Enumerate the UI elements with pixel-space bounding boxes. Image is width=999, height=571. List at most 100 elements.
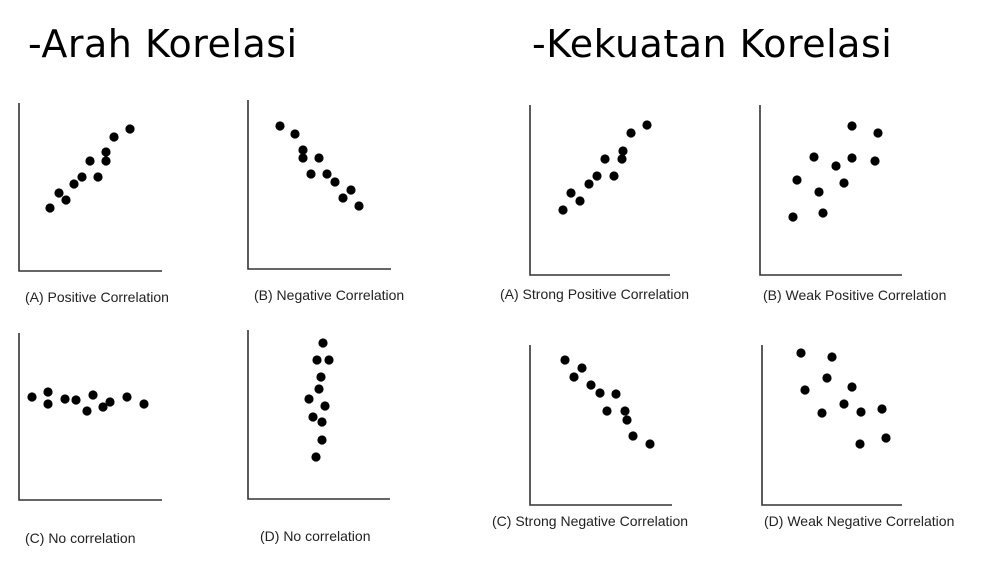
data-point xyxy=(290,129,300,139)
data-point xyxy=(54,188,64,198)
data-point xyxy=(45,203,55,213)
data-point xyxy=(817,408,827,418)
data-point xyxy=(855,439,865,449)
data-point xyxy=(93,172,103,182)
scatter-panel-2 xyxy=(247,100,391,270)
data-point xyxy=(839,178,849,188)
data-point xyxy=(312,355,322,365)
data-point xyxy=(847,121,857,131)
data-point xyxy=(88,390,98,400)
data-point xyxy=(82,406,92,416)
caption-positive: (A) Positive Correlation xyxy=(25,289,169,305)
scatter-panel-7 xyxy=(529,345,672,506)
data-point xyxy=(877,404,887,414)
data-point xyxy=(839,399,849,409)
caption-weak-positive: (B) Weak Positive Correlation xyxy=(763,287,947,303)
data-point xyxy=(317,417,327,427)
data-point xyxy=(600,154,610,164)
data-point xyxy=(60,394,70,404)
data-point xyxy=(575,196,585,206)
data-point xyxy=(856,407,866,417)
data-point xyxy=(620,406,630,416)
axes xyxy=(529,345,672,506)
data-point xyxy=(873,128,883,138)
data-point xyxy=(822,373,832,383)
data-point xyxy=(788,212,798,222)
data-point xyxy=(792,175,802,185)
data-point xyxy=(586,380,596,390)
data-point xyxy=(827,352,837,362)
data-point xyxy=(298,145,308,155)
axes xyxy=(247,330,390,500)
data-point xyxy=(338,193,348,203)
data-point xyxy=(796,348,806,358)
data-point xyxy=(109,132,119,142)
scatter-panel-4 xyxy=(247,330,390,500)
data-point xyxy=(43,399,53,409)
scatter-panel-5 xyxy=(529,105,670,276)
data-point xyxy=(609,171,619,181)
data-point xyxy=(870,156,880,166)
data-point xyxy=(101,156,111,166)
data-point xyxy=(320,401,330,411)
data-point xyxy=(122,392,132,402)
axes xyxy=(529,105,670,276)
title-arah-korelasi: -Arah Korelasi xyxy=(28,22,298,66)
caption-strong-negative: (C) Strong Negative Correlation xyxy=(492,513,689,529)
data-point xyxy=(314,384,324,394)
data-point xyxy=(324,355,334,365)
data-point xyxy=(306,169,316,179)
data-point xyxy=(847,382,857,392)
data-point xyxy=(77,172,87,182)
caption-negative: (B) Negative Correlation xyxy=(254,287,405,303)
axes xyxy=(18,333,162,501)
scatter-panel-6 xyxy=(759,105,902,276)
data-point xyxy=(98,402,108,412)
axes xyxy=(18,103,162,272)
data-point xyxy=(569,372,579,382)
data-point xyxy=(346,185,356,195)
data-point xyxy=(642,120,652,130)
axes xyxy=(759,105,902,276)
data-point xyxy=(645,439,655,449)
data-point xyxy=(85,156,95,166)
data-point xyxy=(275,121,285,131)
data-point xyxy=(800,385,810,395)
data-point xyxy=(69,179,79,189)
data-point xyxy=(308,412,318,422)
data-point xyxy=(71,395,81,405)
data-point xyxy=(560,355,570,365)
data-point xyxy=(322,169,332,179)
title-kekuatan-korelasi: -Kekuatan Korelasi xyxy=(532,22,893,66)
data-point xyxy=(881,433,891,443)
data-point xyxy=(311,452,321,462)
data-point xyxy=(105,397,115,407)
data-point xyxy=(139,399,149,409)
data-point xyxy=(592,171,602,181)
data-point xyxy=(628,431,638,441)
data-point xyxy=(330,177,340,187)
data-point xyxy=(314,153,324,163)
data-point xyxy=(316,372,326,382)
data-point xyxy=(125,124,135,134)
data-point xyxy=(809,152,819,162)
caption-no-correlation-vertical: (D) No correlation xyxy=(260,528,371,544)
axes xyxy=(761,345,902,506)
caption-no-correlation-horizontal: (C) No correlation xyxy=(25,530,136,546)
data-point xyxy=(318,338,328,348)
data-point xyxy=(584,179,594,189)
data-point xyxy=(595,388,605,398)
data-point xyxy=(818,208,828,218)
data-point xyxy=(611,389,621,399)
scatter-panel-8 xyxy=(761,345,902,506)
axes xyxy=(247,100,391,270)
data-point xyxy=(61,195,71,205)
data-point xyxy=(298,153,308,163)
caption-weak-negative: (D) Weak Negative Correlation xyxy=(764,513,955,529)
scatter-panel-3 xyxy=(18,333,162,501)
caption-strong-positive: (A) Strong Positive Correlation xyxy=(500,286,690,302)
data-point xyxy=(602,406,612,416)
data-point xyxy=(618,146,628,156)
data-point xyxy=(847,153,857,163)
